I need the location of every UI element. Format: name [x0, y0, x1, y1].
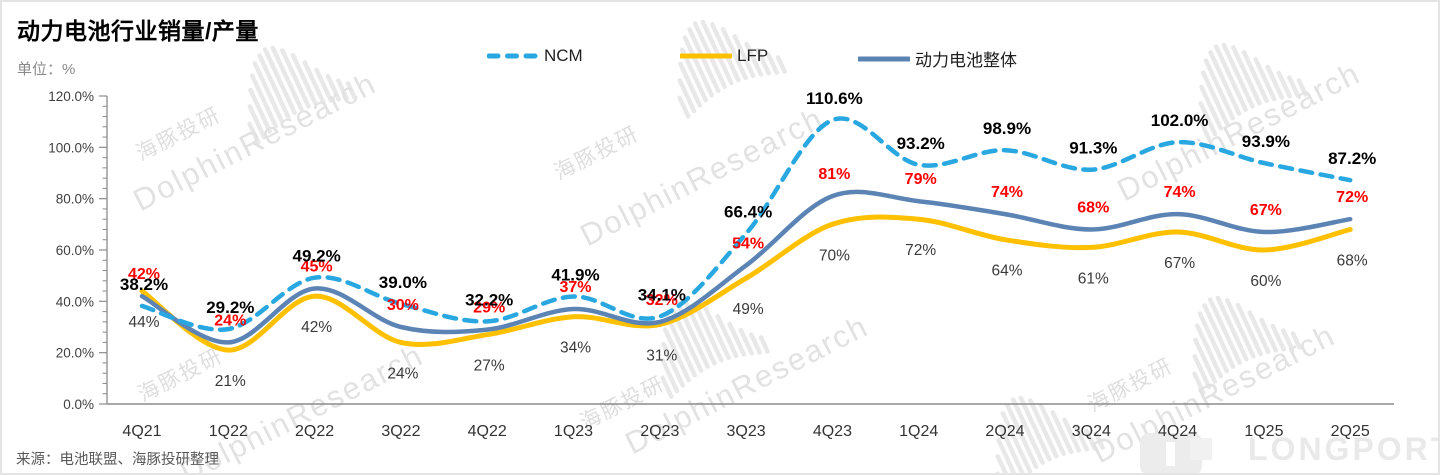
- data-label-ncm-2: 49.2%: [292, 247, 340, 266]
- data-label-overall-6: 32%: [646, 292, 678, 309]
- y-tick-label: 40.0%: [56, 294, 94, 309]
- data-label-lfp-4: 27%: [474, 358, 505, 375]
- data-label-lfp-3: 24%: [387, 365, 418, 382]
- data-label-ncm-1: 29.2%: [206, 298, 254, 317]
- series-line-overall: [139, 189, 1353, 345]
- data-label-ncm-6: 34.1%: [638, 285, 686, 304]
- series-line-ncm: [139, 116, 1353, 332]
- dolphin-bars-watermark-icon: [648, 2, 799, 128]
- x-tick-label: 1Q24: [899, 423, 938, 440]
- data-label-lfp-0: 44%: [128, 314, 159, 331]
- x-tick-label: 4Q22: [468, 423, 507, 440]
- data-label-overall-8: 81%: [818, 166, 850, 183]
- data-label-lfp-6: 31%: [646, 347, 677, 364]
- data-label-ncm-14: 87.2%: [1328, 149, 1376, 168]
- y-tick-label: 60.0%: [56, 243, 94, 258]
- x-tick-label: 4Q24: [1158, 423, 1197, 440]
- x-tick-label: 1Q22: [209, 423, 248, 440]
- x-tick-label: 1Q23: [554, 423, 593, 440]
- data-label-ncm-7: 66.4%: [724, 203, 772, 222]
- data-label-ncm-5: 41.9%: [551, 265, 599, 284]
- x-tick-label: 3Q23: [727, 423, 766, 440]
- data-label-overall-1: 24%: [214, 312, 246, 329]
- data-label-lfp-1: 21%: [215, 373, 246, 390]
- data-label-overall-12: 74%: [1164, 184, 1196, 201]
- dolphin-bars-watermark-icon: [1169, 8, 1320, 150]
- longport-brand-watermark: LONGPORT: [1248, 431, 1440, 467]
- y-tick-label: 120.0%: [48, 89, 94, 104]
- data-label-overall-5: 37%: [559, 279, 591, 296]
- data-label-lfp-11: 61%: [1078, 270, 1109, 287]
- y-tick-label: 80.0%: [56, 192, 94, 207]
- data-label-lfp-10: 64%: [991, 263, 1022, 280]
- data-label-overall-0: 42%: [128, 266, 160, 283]
- y-tick-label: 100.0%: [48, 140, 94, 155]
- data-label-lfp-7: 49%: [733, 301, 764, 318]
- data-label-overall-9: 79%: [905, 171, 937, 188]
- data-label-overall-10: 74%: [991, 184, 1023, 201]
- data-label-overall-2: 45%: [301, 258, 333, 275]
- dolphin-bars-watermark-icon: [966, 361, 1117, 473]
- longport-logo-block-icon: [1190, 438, 1212, 460]
- data-label-ncm-0: 38.2%: [120, 275, 168, 294]
- x-tick-label: 4Q23: [813, 423, 852, 440]
- dolphin-bars-watermark-icon: [218, 11, 369, 153]
- data-label-lfp-5: 34%: [560, 340, 591, 357]
- x-tick-label: 2Q25: [1331, 423, 1370, 440]
- series-line-lfp: [139, 214, 1353, 353]
- x-tick-label: 3Q22: [381, 423, 420, 440]
- data-label-ncm-3: 39.0%: [379, 273, 427, 292]
- data-label-ncm-4: 32.2%: [465, 290, 513, 309]
- data-label-lfp-12: 67%: [1164, 255, 1195, 272]
- x-tick-label: 2Q24: [985, 423, 1024, 440]
- data-label-ncm-8: 110.6%: [806, 89, 863, 108]
- data-label-ncm-9: 93.2%: [897, 134, 945, 153]
- data-label-overall-3: 30%: [387, 297, 419, 314]
- x-tick-label: 2Q23: [640, 423, 679, 440]
- x-tick-label: 4Q21: [122, 423, 161, 440]
- data-label-overall-7: 54%: [732, 235, 764, 252]
- y-tick-label: 20.0%: [56, 346, 94, 361]
- dolphin-bars-watermark-icon: [1163, 261, 1314, 403]
- data-label-ncm-13: 93.9%: [1242, 132, 1290, 151]
- data-label-lfp-13: 60%: [1250, 273, 1281, 290]
- y-tick-label: 0.0%: [63, 397, 94, 412]
- data-label-overall-4: 29%: [473, 300, 505, 317]
- data-label-lfp-8: 70%: [819, 247, 850, 264]
- data-label-lfp-9: 72%: [905, 242, 936, 259]
- x-tick-label: 2Q22: [295, 423, 334, 440]
- data-label-overall-11: 68%: [1077, 199, 1109, 216]
- dolphin-bars-watermark-icon: [631, 265, 782, 407]
- data-label-overall-13: 67%: [1250, 202, 1282, 219]
- x-tick-label: 3Q24: [1072, 423, 1111, 440]
- data-label-ncm-12: 102.0%: [1151, 111, 1209, 130]
- data-label-overall-14: 72%: [1336, 189, 1368, 206]
- data-label-ncm-11: 91.3%: [1069, 139, 1117, 158]
- data-label-lfp-2: 42%: [301, 319, 332, 336]
- data-label-lfp-14: 68%: [1337, 252, 1368, 269]
- data-label-ncm-10: 98.9%: [983, 119, 1031, 138]
- x-tick-label: 1Q25: [1244, 423, 1283, 440]
